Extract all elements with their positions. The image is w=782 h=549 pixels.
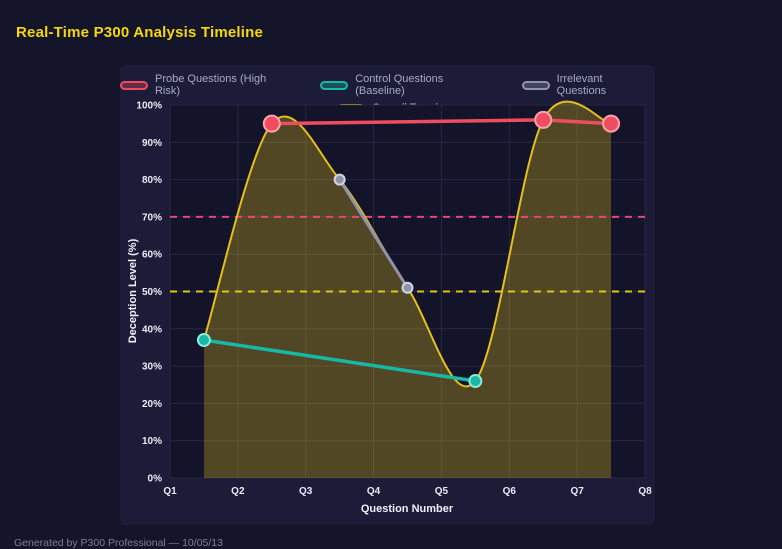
y-tick-label: 80% — [142, 175, 162, 186]
x-tick-label: Q7 — [570, 486, 584, 497]
data-point-marker — [401, 281, 414, 294]
x-tick-label: Q4 — [367, 486, 381, 497]
y-tick-label: 60% — [142, 250, 162, 261]
chart-plot-area: 0% 10% 20% 30% 40% 50% 60% 70% 80% 90% 100% Q1 Q2 Q3 Q… — [136, 101, 652, 498]
y-tick-label: 10% — [142, 436, 162, 447]
legend-label: Probe Questions (High Risk) — [154, 73, 267, 97]
data-point-marker — [333, 173, 346, 186]
legend-label: Irrelevant Questions — [556, 73, 607, 97]
series-line — [202, 338, 478, 383]
legend-item[interactable]: Control Questions (Baseline) — [320, 73, 495, 97]
legend-swatch — [320, 80, 349, 90]
x-tick-label: Q3 — [299, 486, 313, 497]
y-axis-title: Deception Level (%) — [127, 238, 139, 344]
y-tick-label: 0% — [148, 474, 163, 485]
data-point-marker — [534, 110, 553, 129]
footer-note: Generated by P300 Professional — 10/05/1… — [14, 537, 223, 549]
y-tick-label: 50% — [142, 287, 162, 298]
series-line — [338, 178, 409, 290]
page-title: Real-Time P300 Analysis Timeline — [16, 24, 264, 41]
x-tick-label: Q8 — [638, 486, 652, 497]
legend-row: Probe Questions (High Risk) Control Quest… — [120, 73, 655, 97]
x-tick-label: Q2 — [231, 486, 245, 497]
data-point-marker — [468, 374, 483, 389]
y-tick-label: 20% — [142, 399, 162, 410]
legend-swatch — [521, 80, 550, 90]
data-point-marker — [262, 114, 281, 133]
y-tick-label: 40% — [142, 324, 162, 335]
x-tick-label: Q1 — [163, 486, 177, 497]
x-tick-label: Q6 — [503, 486, 517, 497]
y-tick-label: 70% — [142, 212, 162, 223]
legend-item[interactable]: Probe Questions (High Risk) — [120, 73, 294, 97]
y-tick-label: 100% — [136, 101, 162, 112]
y-tick-label: 90% — [142, 138, 162, 149]
x-axis-title: Question Number — [360, 503, 454, 515]
chart-panel: Probe Questions (High Risk) Control Quest… — [120, 65, 655, 525]
legend-item[interactable]: Irrelevant Questions — [521, 73, 655, 97]
x-tick-label: Q5 — [435, 486, 449, 497]
data-point-marker — [602, 114, 621, 133]
legend-label: Control Questions (Baseline) — [355, 73, 444, 97]
data-point-marker — [196, 332, 211, 347]
legend-swatch — [120, 80, 148, 90]
y-tick-label: 30% — [142, 362, 162, 373]
